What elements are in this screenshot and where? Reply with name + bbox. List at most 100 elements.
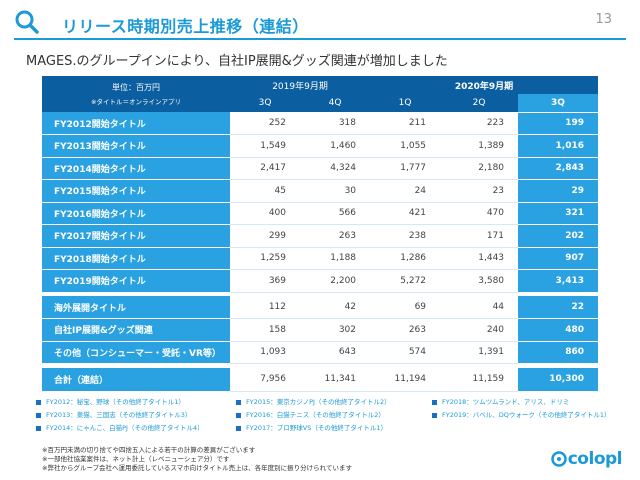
value-cell: 1,259 (230, 247, 300, 270)
value-cell: 238 (370, 224, 441, 248)
table-row: その他（コンシューマー・受託・VR等） 1,093 643 574 1,391 860 (42, 341, 599, 364)
table-row: FY2017開始タイトル 299 263 238 171 202 (42, 224, 599, 248)
row-label: FY2019開始タイトル (42, 269, 230, 293)
value-cell-current: 321 (518, 202, 599, 225)
footnotes: ※百万円未満の切り捨てや四捨五入による若干の計算の差異がございます ※一部他社協… (42, 446, 352, 473)
slide-header: リリース時期別売上推移（連結） 13 (0, 0, 640, 44)
value-cell: 299 (230, 224, 300, 248)
group-gap (42, 292, 599, 296)
value-cell: 11,341 (300, 367, 371, 392)
value-cell: 1,460 (300, 134, 371, 158)
table-row: FY2014開始タイトル 2,417 4,324 1,777 2,180 2,843 (42, 157, 599, 180)
other-rows: 海外展開タイトル 112 42 69 44 22 自社IP展開&グッズ関連 158 302 263… (42, 296, 599, 364)
value-cell: 44 (440, 296, 519, 319)
quarter-header-current: 3Q (518, 94, 599, 113)
search-icon (15, 10, 39, 34)
value-cell-current: 2,843 (518, 157, 599, 180)
value-cell-current: 3,413 (518, 269, 599, 293)
value-cell: 470 (440, 202, 519, 225)
value-cell-current: 860 (518, 341, 599, 364)
value-cell: 302 (300, 318, 371, 342)
table-row: FY2019開始タイトル 369 2,200 5,272 3,580 3,413 (42, 269, 599, 293)
value-cell: 11,194 (370, 367, 441, 392)
table-row: FY2016開始タイトル 400 566 421 470 321 (42, 202, 599, 225)
value-cell: 1,443 (440, 247, 519, 270)
slide-subtitle: MAGES.のグループインにより、自社IP展開&グッズ関連が増加しました (26, 54, 448, 69)
sales-table: 単位：百万円 ※タイトル＝オンラインアプリ 2019年9月期 2020年9月期 … (42, 76, 599, 392)
quarter-header: 2Q (440, 94, 519, 113)
quarter-header: 4Q (300, 94, 371, 113)
table-row: FY2018開始タイトル 1,259 1,188 1,286 1,443 907 (42, 247, 599, 270)
legend-item: FY2014：にゃんこ、白猫PJ（その他終了タイトル4） (36, 422, 204, 432)
value-cell: 4,324 (300, 157, 371, 180)
row-label: FY2018開始タイトル (42, 247, 230, 270)
value-cell-current: 907 (518, 247, 599, 270)
logo-text: colopl (567, 449, 623, 469)
legend-item: FY2012：秘宝、野球（その他終了タイトル1） (36, 396, 185, 406)
value-cell: 1,286 (370, 247, 441, 270)
value-cell: 158 (230, 318, 300, 342)
value-cell: 7,956 (230, 367, 300, 392)
value-cell: 643 (300, 341, 371, 364)
value-cell: 11,159 (440, 367, 519, 392)
row-label: FY2016開始タイトル (42, 202, 230, 225)
value-cell: 574 (370, 341, 441, 364)
table-row: FY2013開始タイトル 1,549 1,460 1,055 1,389 1,016 (42, 134, 599, 158)
page-number: 13 (595, 12, 612, 27)
value-cell: 318 (300, 112, 371, 135)
value-cell: 45 (230, 179, 300, 203)
table-row: 自社IP展開&グッズ関連 158 302 263 240 480 (42, 318, 599, 342)
value-cell-current: 199 (518, 112, 599, 135)
value-cell: 263 (370, 318, 441, 342)
legend-item: FY2019：バベル、DQウォーク（その他終了タイトル1） (432, 409, 611, 419)
value-cell: 23 (440, 179, 519, 203)
value-cell-current: 1,016 (518, 134, 599, 158)
legend-item: FY2018：ツムツムランド、アリス、ドリミ (432, 396, 569, 406)
unit-header: 単位：百万円 ※タイトル＝オンラインアプリ (42, 76, 230, 112)
value-cell: 5,272 (370, 269, 441, 293)
value-cell: 421 (370, 202, 441, 225)
value-cell: 1,389 (440, 134, 519, 158)
header-divider (14, 38, 626, 40)
value-cell-current: 29 (518, 179, 599, 203)
value-cell: 2,200 (300, 269, 371, 293)
value-cell: 24 (370, 179, 441, 203)
table-row: FY2015開始タイトル 45 30 24 23 29 (42, 179, 599, 203)
value-cell: 1,777 (370, 157, 441, 180)
legend-item: FY2013：巣猫、三国志（その他終了タイトル3） (36, 409, 191, 419)
quarter-header: 3Q (230, 94, 300, 113)
value-cell: 223 (440, 112, 519, 135)
legend-item: FY2017：プロ野球VS（その他終了タイトル1） (236, 422, 387, 432)
row-label: 合計（連結） (42, 367, 230, 392)
value-cell: 252 (230, 112, 300, 135)
value-cell: 1,093 (230, 341, 300, 364)
value-cell: 566 (300, 202, 371, 225)
value-cell: 369 (230, 269, 300, 293)
footnote: ※百万円未満の切り捨てや四捨五入による若干の計算の差異がございます (42, 446, 256, 454)
value-cell-current: 480 (518, 318, 599, 342)
value-cell-current: 22 (518, 296, 599, 319)
value-cell: 3,580 (440, 269, 519, 293)
value-cell: 42 (300, 296, 371, 319)
year-header-2019: 2019年9月期 (230, 76, 371, 94)
value-cell: 240 (440, 318, 519, 342)
colopl-logo: colopl (550, 448, 623, 470)
row-label: その他（コンシューマー・受託・VR等） (42, 341, 230, 364)
table-row: 海外展開タイトル 112 42 69 44 22 (42, 296, 599, 319)
row-label: 自社IP展開&グッズ関連 (42, 318, 230, 342)
value-cell: 69 (370, 296, 441, 319)
quarter-header: 1Q (370, 94, 441, 113)
title-rows: FY2012開始タイトル 252 318 211 223 199 FY2013開始タイトル 1… (42, 112, 599, 293)
value-cell: 400 (230, 202, 300, 225)
unit-label: 単位：百万円 (112, 83, 160, 92)
value-cell: 1,549 (230, 134, 300, 158)
value-cell: 30 (300, 179, 371, 203)
unit-note: ※タイトル＝オンラインアプリ (91, 98, 181, 106)
legend-item: FY2016：白猫テニス（その他終了タイトル2） (236, 409, 385, 419)
row-label: FY2012開始タイトル (42, 112, 230, 135)
row-label: FY2015開始タイトル (42, 179, 230, 203)
table-row: 合計（連結） 7,956 11,341 11,194 11,159 10,300 (42, 367, 599, 392)
value-cell: 2,180 (440, 157, 519, 180)
total-rows: 合計（連結） 7,956 11,341 11,194 11,159 10,300 (42, 367, 599, 392)
table-row: FY2012開始タイトル 252 318 211 223 199 (42, 112, 599, 135)
